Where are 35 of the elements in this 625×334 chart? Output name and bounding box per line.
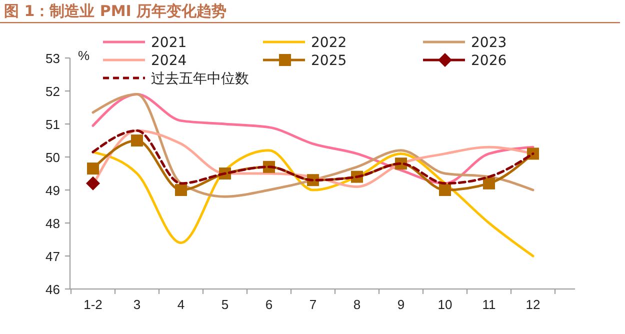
y-tick-label: 46 (46, 282, 60, 297)
y-tick-label: 52 (46, 84, 60, 99)
chart-title: 图 1：制造业 PMI 历年变化趋势 (4, 2, 227, 20)
x-tick-label: 6 (265, 297, 273, 312)
legend-label: 2021 (151, 35, 187, 51)
x-tick-label: 11 (482, 297, 496, 312)
legend-label: 2025 (311, 53, 347, 69)
y-tick-label: 47 (46, 249, 60, 264)
legend-label: 过去五年中位数 (151, 71, 249, 87)
point (483, 177, 495, 190)
x-tick-label: 12 (526, 297, 540, 312)
x-tick-label: 9 (397, 297, 405, 312)
x-tick-label: 4 (177, 297, 185, 312)
y-tick-label: 51 (46, 117, 60, 132)
y-tick-label: 50 (46, 150, 60, 165)
point (131, 134, 143, 146)
x-tick-label: 5 (221, 297, 229, 312)
y-tick-label: 49 (46, 183, 60, 198)
point (439, 184, 451, 196)
x-tick-label: 10 (438, 297, 452, 312)
point (86, 176, 100, 190)
legend-label: 2023 (471, 35, 507, 51)
y-tick-label: 48 (46, 216, 60, 231)
y-axis-title: % (78, 48, 90, 63)
line-series (92, 149, 534, 258)
x-tick-label: 7 (309, 297, 317, 312)
y-tick-label: 53 (46, 51, 60, 66)
x-tick-label: 1-2 (84, 297, 102, 312)
legend-label: 2026 (471, 53, 507, 69)
point (175, 184, 187, 196)
point (87, 162, 99, 175)
legend-label: 2022 (311, 35, 347, 51)
x-tick-label: 3 (133, 297, 141, 312)
legend-label: 2024 (151, 53, 187, 69)
x-tick-label: 8 (353, 297, 361, 312)
